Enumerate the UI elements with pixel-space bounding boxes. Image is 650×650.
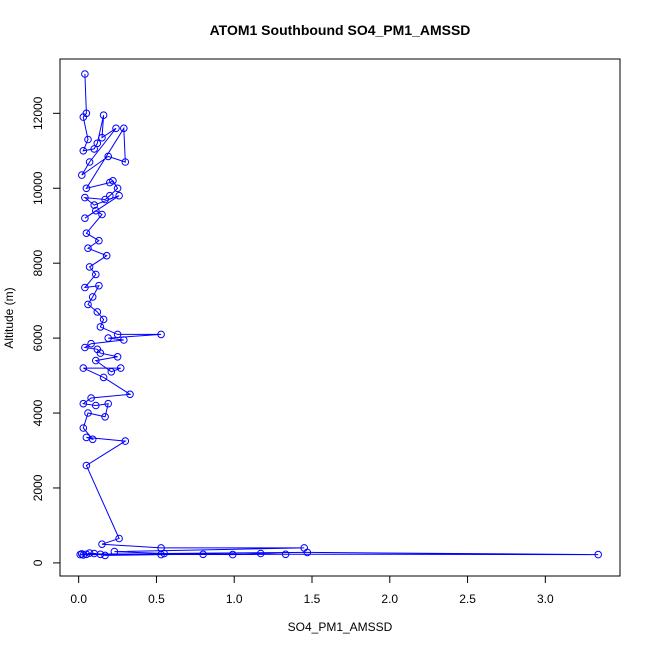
- data-point: [303, 548, 312, 557]
- data-point: [81, 343, 89, 352]
- y-tick-label: 0: [31, 559, 45, 566]
- data-point: [76, 550, 84, 559]
- data-point: [93, 139, 102, 148]
- data-point: [81, 193, 89, 202]
- data-point: [115, 534, 123, 543]
- data-point: [157, 330, 165, 339]
- data-point: [84, 300, 92, 309]
- series-line: [80, 73, 599, 556]
- data-point: [79, 147, 88, 155]
- data-point: [109, 177, 117, 185]
- data-point: [199, 550, 207, 559]
- data-point: [104, 399, 112, 408]
- data-point: [81, 283, 89, 292]
- data-point: [120, 124, 128, 133]
- data-point: [79, 113, 88, 121]
- data-point: [99, 373, 108, 382]
- chart-title: ATOM1 Southbound SO4_PM1_AMSSD: [210, 22, 471, 38]
- data-point: [87, 394, 95, 402]
- data-point: [90, 201, 98, 209]
- data-point: [116, 364, 125, 372]
- data-point: [87, 339, 95, 348]
- data-point: [81, 70, 89, 78]
- data-point: [101, 413, 109, 421]
- data-point: [82, 184, 91, 193]
- data-point: [79, 399, 88, 408]
- data-point: [84, 135, 92, 144]
- data-point: [82, 433, 91, 442]
- y-tick-label: 4000: [31, 399, 45, 426]
- data-point: [79, 424, 88, 432]
- data-point: [93, 308, 102, 316]
- data-point: [102, 251, 111, 260]
- data-point: [256, 549, 265, 558]
- data-point: [106, 191, 114, 200]
- data-point: [95, 281, 103, 290]
- y-tick-label: 2000: [31, 474, 45, 501]
- data-point: [121, 158, 130, 166]
- data-point: [98, 540, 106, 549]
- data-point: [113, 330, 122, 339]
- y-axis-label: Altitude (m): [2, 287, 16, 348]
- x-tick-label: 0.0: [70, 592, 87, 606]
- data-point: [95, 236, 103, 245]
- data-point: [99, 315, 108, 324]
- x-axis-label: SO4_PM1_AMSSD: [288, 620, 393, 634]
- data-point: [126, 390, 134, 399]
- data-point: [98, 210, 106, 219]
- y-tick-label: 6000: [31, 324, 45, 351]
- data-point: [79, 364, 88, 372]
- data-point: [96, 550, 105, 559]
- data-point: [115, 191, 123, 200]
- x-tick-label: 2.0: [381, 592, 398, 606]
- data-point: [594, 550, 603, 559]
- series-layer: [76, 70, 603, 560]
- data-point: [120, 336, 128, 344]
- data-point: [82, 229, 91, 237]
- y-tick-label: 12000: [31, 96, 45, 130]
- data-point: [121, 437, 130, 445]
- data-point: [78, 171, 86, 179]
- x-tick-label: 2.5: [459, 592, 476, 606]
- data-point: [112, 124, 120, 133]
- data-point: [92, 356, 100, 365]
- data-point: [88, 293, 97, 301]
- data-point: [104, 152, 112, 161]
- data-point: [160, 549, 168, 558]
- data-point: [107, 368, 116, 376]
- data-point: [228, 550, 237, 559]
- data-point: [113, 353, 122, 361]
- y-axis: 0 2000 4000 6000 8000 10000 12000: [31, 96, 61, 566]
- data-point: [82, 461, 91, 470]
- data-point: [281, 550, 290, 559]
- data-point: [85, 158, 94, 166]
- data-point: [98, 133, 106, 142]
- x-tick-label: 0.5: [148, 592, 165, 606]
- x-tick-label: 3.0: [537, 592, 554, 606]
- data-point: [96, 323, 105, 331]
- data-point: [96, 349, 105, 357]
- data-point: [81, 214, 89, 222]
- data-point: [79, 551, 88, 559]
- data-point: [104, 334, 112, 342]
- data-point: [92, 270, 100, 279]
- data-point: [92, 206, 100, 215]
- data-point: [84, 244, 92, 252]
- data-point: [85, 263, 94, 271]
- x-axis: 0.0 0.5 1.0 1.5 2.0 2.5 3.0: [70, 575, 554, 606]
- data-point: [110, 547, 119, 556]
- data-point: [90, 145, 98, 153]
- data-point: [101, 195, 109, 204]
- data-point: [101, 551, 109, 560]
- y-tick-label: 10000: [31, 171, 45, 205]
- data-point: [113, 184, 122, 193]
- data-point: [157, 550, 165, 559]
- data-point: [84, 409, 92, 417]
- data-point: [92, 401, 100, 410]
- x-tick-label: 1.5: [304, 592, 321, 606]
- x-tick-label: 1.0: [226, 592, 243, 606]
- y-tick-label: 8000: [31, 250, 45, 277]
- data-point: [99, 111, 108, 119]
